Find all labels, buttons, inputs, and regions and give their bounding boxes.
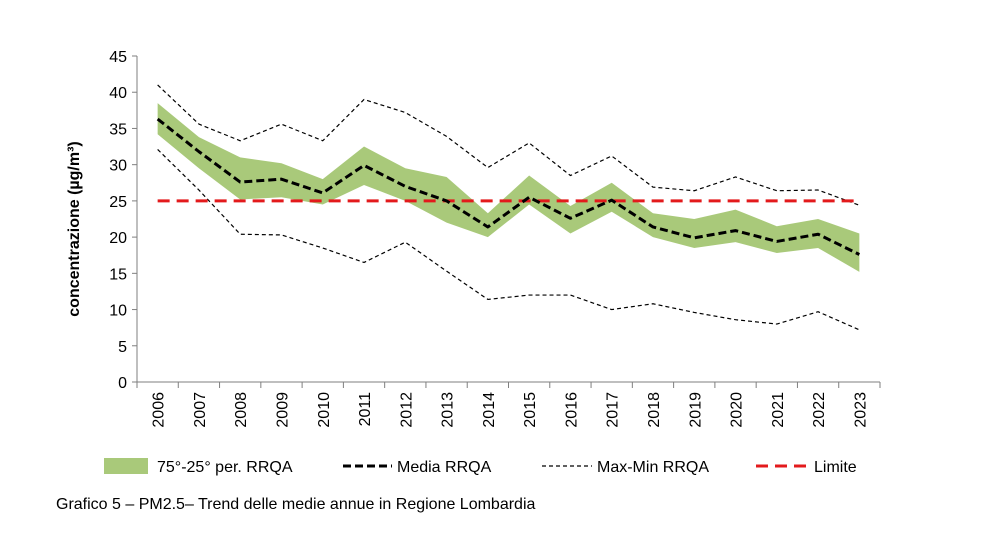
x-tick-label: 2006 (151, 392, 168, 428)
percentile-band-area (157, 103, 860, 272)
x-tick-label: 2011 (357, 392, 374, 427)
legend-swatch-band (104, 458, 148, 474)
legend: 75°-25° per. RRQA Media RRQA Max-Min RRQA L… (104, 458, 857, 476)
x-tick-label: 2018 (646, 392, 663, 428)
series-lines (156, 84, 861, 331)
y-tick-label: 45 (109, 49, 127, 66)
y-axis-label: concentrazione (µg/m³) (66, 141, 83, 316)
legend-label-mean: Media RRQA (397, 459, 492, 476)
y-tick-label: 15 (109, 266, 127, 283)
y-tick-label: 20 (109, 230, 127, 247)
max-min-line-min (157, 149, 860, 331)
x-tick-label: 2021 (770, 392, 787, 428)
figure-caption: Grafico 5 – PM2.5– Trend delle medie ann… (56, 496, 536, 513)
x-tick-label: 2016 (563, 392, 580, 428)
x-tick-label: 2022 (811, 392, 828, 428)
x-tick-label: 2012 (398, 392, 415, 428)
x-tick-label: 2008 (233, 392, 250, 428)
x-tick-label: 2015 (522, 392, 539, 428)
x-tick-label: 2009 (274, 392, 291, 428)
y-tick-labels: 0 5 10 15 20 25 30 35 40 45 (109, 49, 127, 392)
y-tick-label: 25 (109, 194, 127, 211)
y-tick-label: 35 (109, 121, 127, 138)
legend-label-band: 75°-25° per. RRQA (157, 459, 293, 476)
y-tick-label: 10 (109, 303, 127, 320)
max-min-line-max (157, 84, 860, 206)
x-tick-label: 2014 (481, 392, 498, 428)
x-tick-label: 2013 (440, 392, 457, 428)
mean-line (156, 117, 861, 256)
x-tick-label: 2020 (729, 392, 746, 428)
percentile-band-layer (157, 103, 860, 272)
x-tick-label: 2010 (316, 392, 333, 428)
y-tick-label: 40 (109, 85, 127, 102)
y-tick-label: 30 (109, 158, 127, 175)
legend-label-limit: Limite (814, 459, 857, 476)
x-tick-label: 2017 (605, 392, 622, 428)
y-tick-label: 0 (118, 375, 127, 392)
y-tick-label: 5 (118, 339, 127, 356)
legend-label-maxmin: Max-Min RRQA (597, 459, 709, 476)
x-tick-labels: 2006 2007 2008 2009 2010 2011 2012 2013 2014 2015… (151, 392, 870, 428)
x-tick-label: 2007 (192, 392, 209, 428)
x-tick-label: 2019 (687, 392, 704, 428)
x-tick-label: 2023 (852, 392, 869, 428)
axes (132, 55, 881, 388)
